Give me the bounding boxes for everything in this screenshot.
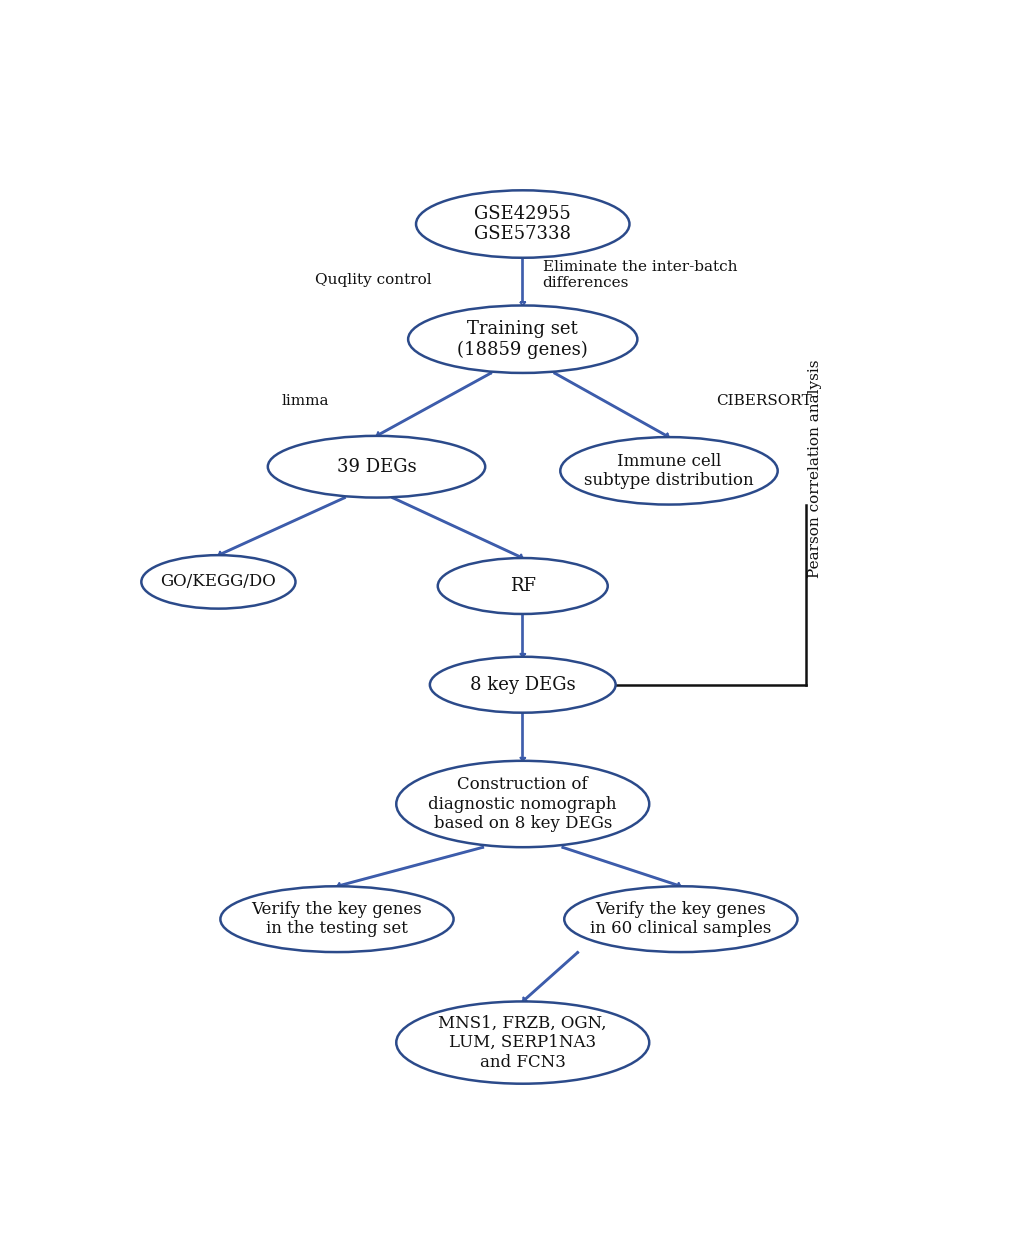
Ellipse shape: [408, 305, 637, 372]
Text: Pearson correlation analysis: Pearson correlation analysis: [807, 359, 821, 578]
Text: 39 DEGs: 39 DEGs: [336, 458, 416, 476]
Ellipse shape: [416, 190, 629, 258]
Ellipse shape: [564, 886, 797, 952]
Text: GSE42955
GSE57338: GSE42955 GSE57338: [474, 205, 571, 244]
Text: MNS1, FRZB, OGN,
LUM, SERP1NA3
and FCN3: MNS1, FRZB, OGN, LUM, SERP1NA3 and FCN3: [438, 1015, 606, 1071]
Ellipse shape: [429, 656, 615, 712]
Text: Training set
(18859 genes): Training set (18859 genes): [457, 320, 588, 359]
Text: Immune cell
subtype distribution: Immune cell subtype distribution: [584, 452, 753, 489]
Ellipse shape: [437, 558, 607, 614]
Text: Quqlity control: Quqlity control: [315, 272, 431, 288]
Ellipse shape: [395, 761, 649, 848]
Text: GO/KEGG/DO: GO/KEGG/DO: [160, 574, 276, 590]
Ellipse shape: [142, 555, 296, 609]
Text: Verify the key genes
in the testing set: Verify the key genes in the testing set: [252, 901, 422, 938]
Text: CIBERSORT: CIBERSORT: [715, 394, 811, 408]
Text: RF: RF: [510, 578, 535, 595]
Ellipse shape: [395, 1001, 649, 1084]
Text: Construction of
diagnostic nomograph
based on 8 key DEGs: Construction of diagnostic nomograph bas…: [428, 776, 616, 832]
Ellipse shape: [559, 438, 776, 505]
Text: 8 key DEGs: 8 key DEGs: [470, 676, 575, 694]
Text: Eliminate the inter-batch
differences: Eliminate the inter-batch differences: [542, 260, 737, 290]
Ellipse shape: [220, 886, 453, 952]
Ellipse shape: [268, 436, 485, 498]
Text: limma: limma: [281, 394, 329, 408]
Text: Verify the key genes
in 60 clinical samples: Verify the key genes in 60 clinical samp…: [590, 901, 770, 938]
